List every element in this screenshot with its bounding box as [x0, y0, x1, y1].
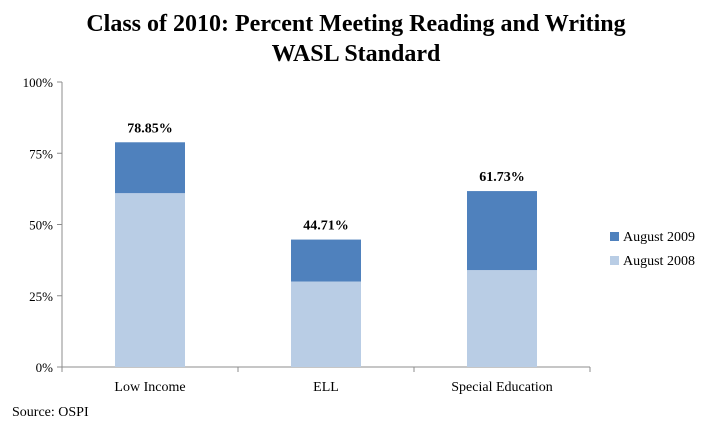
- y-tick-label: 100%: [23, 75, 54, 90]
- x-tick-label: Special Education: [451, 380, 552, 395]
- x-tick-label: ELL: [313, 380, 339, 395]
- y-tick-label: 75%: [29, 146, 53, 161]
- total-label: 78.85%: [127, 121, 173, 136]
- legend-swatch: [610, 232, 619, 241]
- chart-title-line-1: Class of 2010: Percent Meeting Reading a…: [86, 11, 626, 37]
- total-label: 61.73%: [479, 170, 525, 185]
- legend-label: August 2008: [623, 254, 695, 269]
- y-tick-label: 0%: [36, 360, 54, 375]
- bar-august-2009-special-education: [467, 191, 537, 271]
- y-tick-label: 50%: [29, 218, 53, 233]
- bar-august-2009-ell: [291, 239, 361, 282]
- source-note: Source: OSPI: [12, 405, 89, 420]
- bar-august-2008-special-education: [467, 270, 537, 367]
- x-tick-label: Low Income: [114, 380, 185, 395]
- total-label: 44.71%: [303, 219, 349, 234]
- bar-august-2009-low-income: [115, 142, 185, 194]
- legend-label: August 2009: [623, 230, 695, 245]
- chart-title-line-2: WASL Standard: [271, 41, 441, 67]
- y-tick-label: 25%: [29, 289, 53, 304]
- bar-august-2008-ell: [291, 281, 361, 367]
- legend-swatch: [610, 256, 619, 265]
- bar-august-2008-low-income: [115, 193, 185, 367]
